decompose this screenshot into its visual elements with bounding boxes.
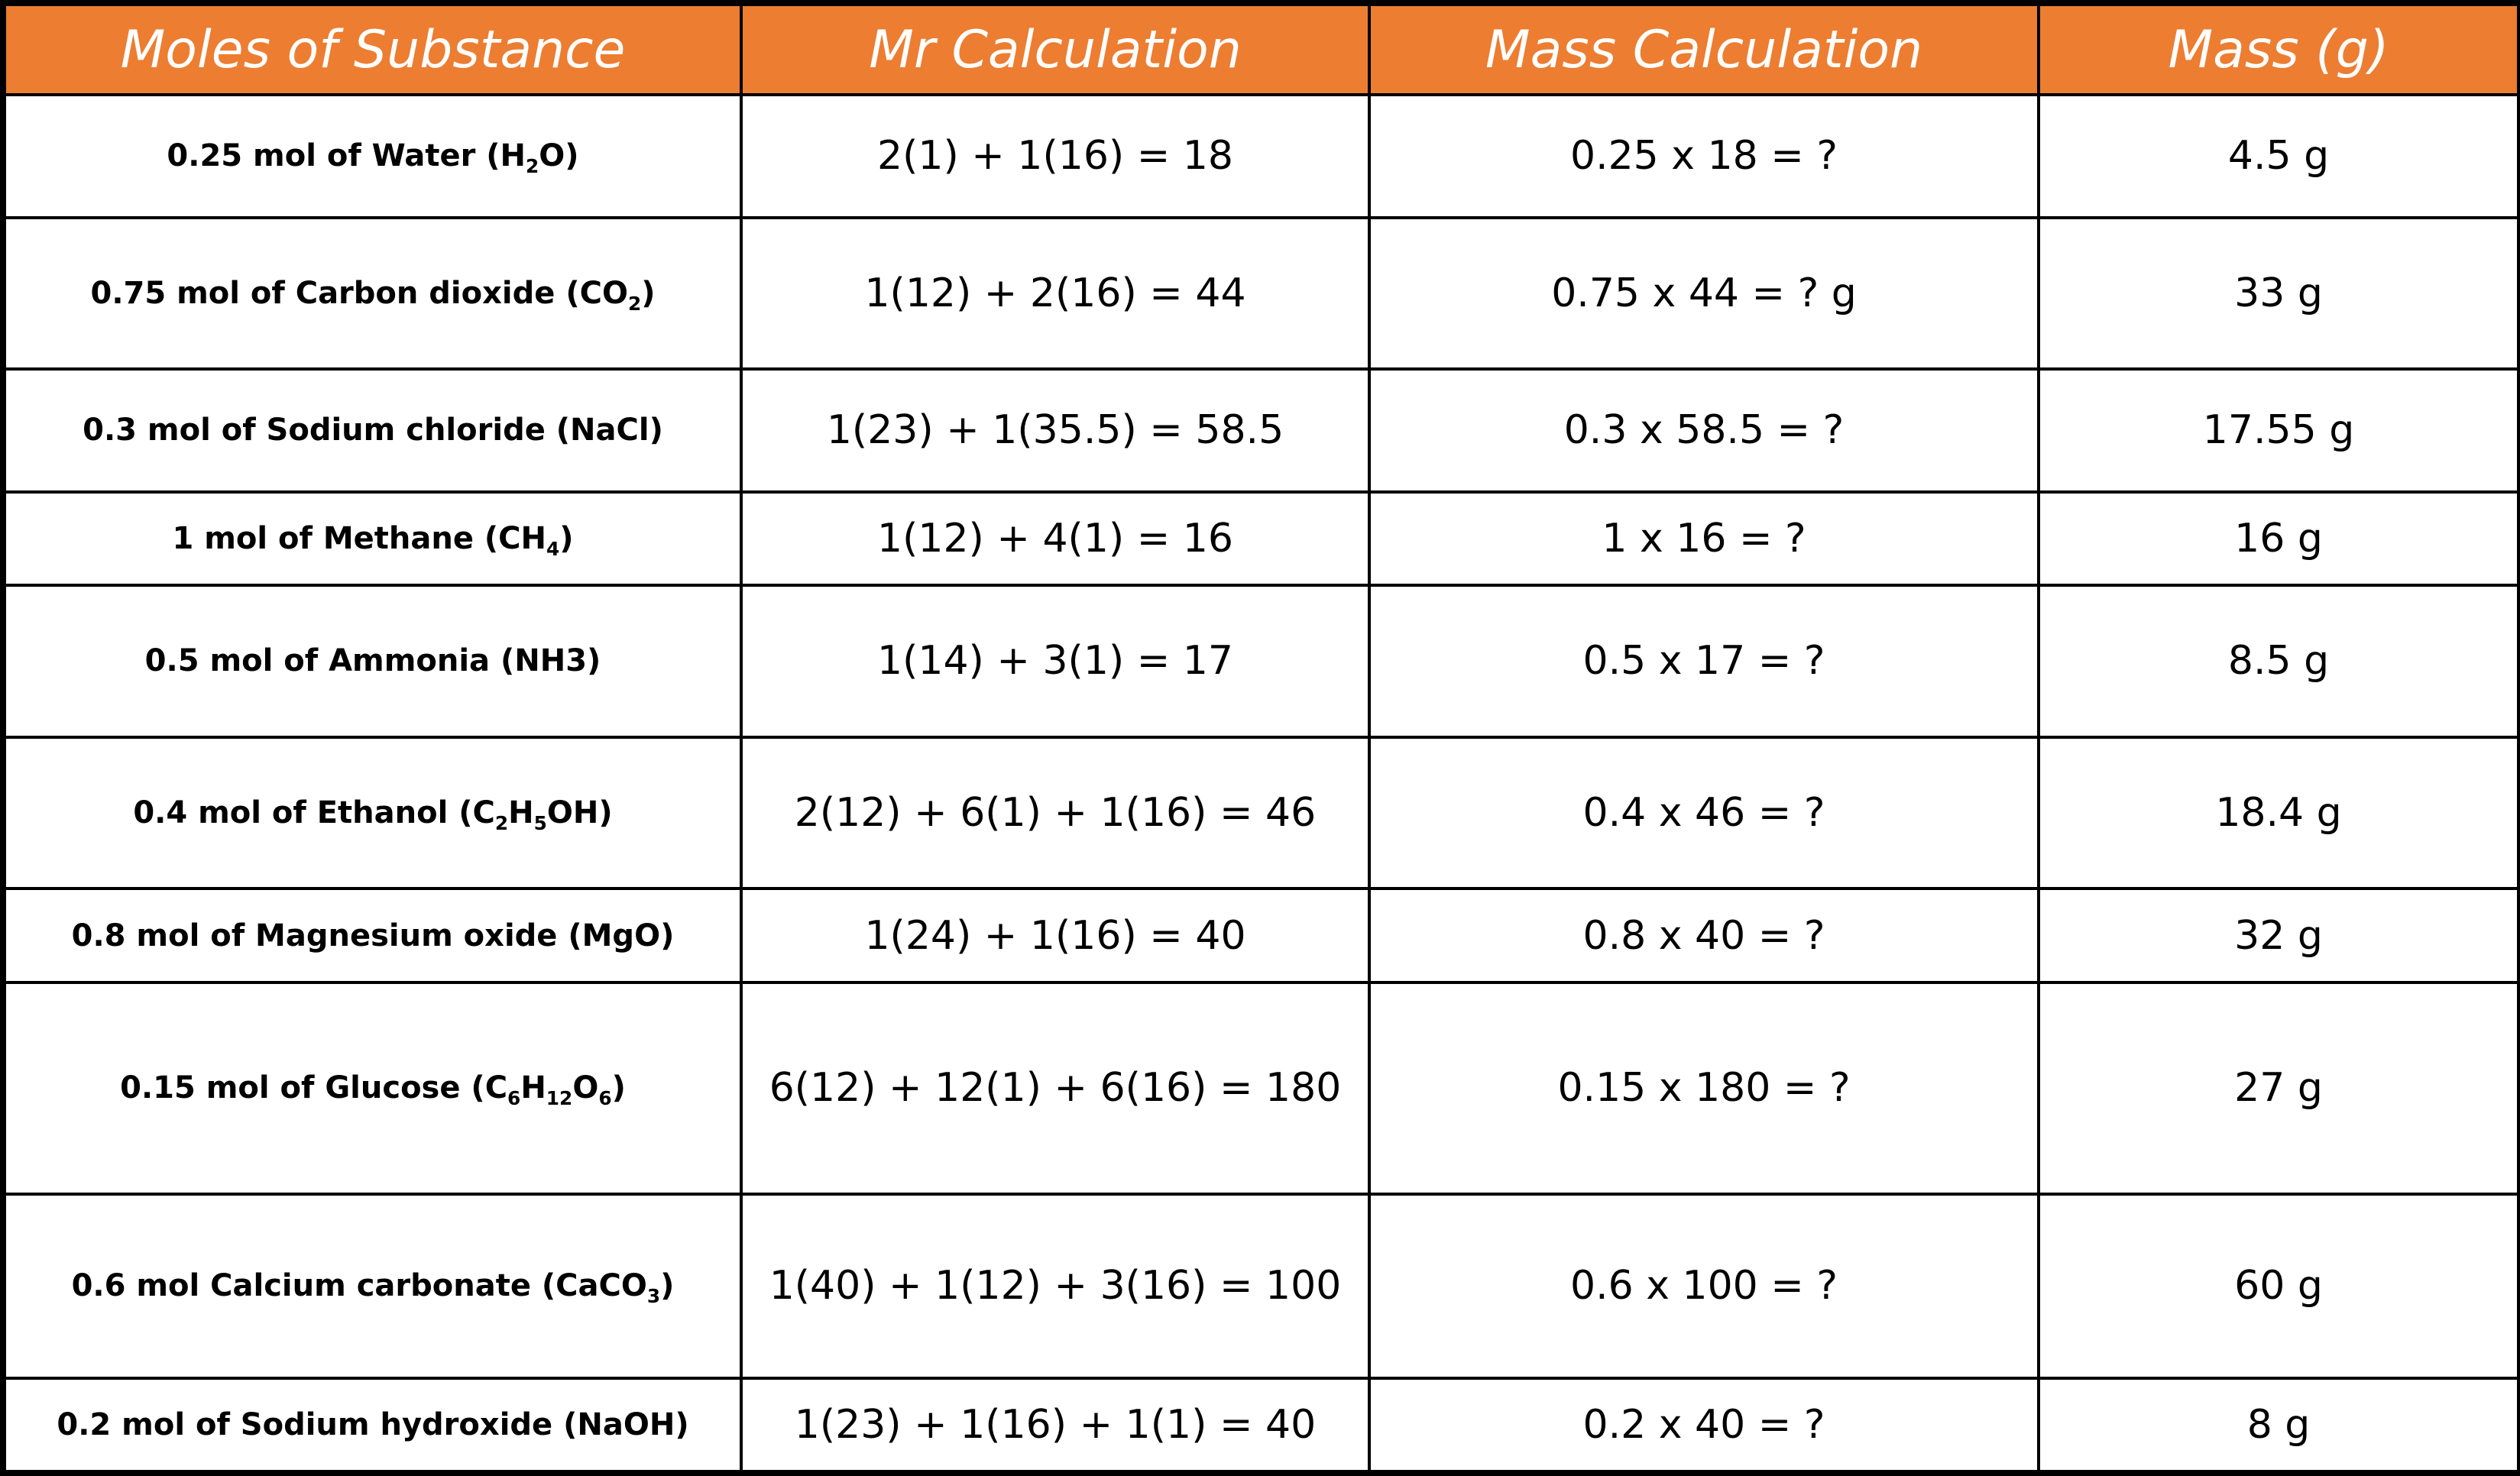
header-mr-calculation: Mr Calculation [740, 3, 1371, 96]
cell-substance: 0.15 mol of Glucose (C6H12O6) [3, 980, 743, 1196]
table-row: 0.5 mol of Ammonia (NH3) 1(14) + 3(1) = 1… [3, 584, 2520, 739]
cell-mass: 33 g [2037, 215, 2520, 371]
cell-mr-calculation: 1(12) + 2(16) = 44 [740, 215, 1371, 371]
substance-text: 0.3 mol of Sodium chloride (NaCl) [83, 413, 663, 448]
cell-mass-calculation: 0.75 x 44 = ? g [1368, 215, 2040, 371]
formula-subscript: 6 [598, 1087, 612, 1110]
cell-mass: 27 g [2037, 980, 2520, 1196]
cell-mass: 4.5 g [2037, 93, 2520, 219]
substance-text: O [572, 1070, 599, 1106]
cell-substance: 0.25 mol of Water (H2O) [3, 93, 743, 219]
formula-subscript: 6 [507, 1087, 521, 1110]
cell-substance: 1 mol of Methane (CH4) [3, 490, 743, 587]
cell-substance: 0.5 mol of Ammonia (NH3) [3, 584, 743, 739]
cell-mr-calculation: 1(12) + 4(1) = 16 [740, 490, 1371, 587]
substance-text: 1 mol of Methane (CH [172, 520, 546, 556]
cell-mr-calculation: 1(23) + 1(16) + 1(1) = 40 [740, 1376, 1371, 1474]
table-row: 1 mol of Methane (CH4) 1(12) + 4(1) = 16 1… [3, 490, 2520, 587]
cell-mass-calculation: 0.5 x 17 = ? [1368, 584, 2040, 739]
header-mass-calculation: Mass Calculation [1368, 3, 2040, 96]
substance-text: 0.4 mol of Ethanol (C [133, 795, 495, 831]
formula-subscript: 2 [526, 155, 539, 178]
substance-text: 0.15 mol of Glucose (C [120, 1070, 508, 1106]
cell-mass-calculation: 0.4 x 46 = ? [1368, 735, 2040, 891]
table-row: 0.3 mol of Sodium chloride (NaCl) 1(23) +… [3, 367, 2520, 494]
table-row: 0.2 mol of Sodium hydroxide (NaOH) 1(23) … [3, 1376, 2520, 1474]
cell-mr-calculation: 2(1) + 1(16) = 18 [740, 93, 1371, 219]
cell-mr-calculation: 1(24) + 1(16) = 40 [740, 887, 1371, 984]
table-row: 0.8 mol of Magnesium oxide (MgO) 1(24) + … [3, 887, 2520, 984]
substance-text: 0.2 mol of Sodium hydroxide (NaOH) [57, 1406, 689, 1442]
cell-substance: 0.4 mol of Ethanol (C2H5OH) [3, 735, 743, 891]
header-row: Moles of Substance Mr Calculation Mass C… [3, 3, 2520, 96]
cell-mass: 60 g [2037, 1192, 2520, 1380]
table-row: 0.4 mol of Ethanol (C2H5OH) 2(12) + 6(1) … [3, 735, 2520, 891]
cell-substance: 0.3 mol of Sodium chloride (NaCl) [3, 367, 743, 494]
substance-text: 0.5 mol of Ammonia (NH3) [144, 643, 601, 679]
formula-subscript: 12 [546, 1087, 573, 1110]
substance-text: 0.6 mol Calcium carbonate (CaCO [71, 1268, 647, 1304]
cell-substance: 0.6 mol Calcium carbonate (CaCO3) [3, 1192, 743, 1380]
substance-text: 0.75 mol of Carbon dioxide (CO [90, 275, 628, 311]
cell-mass: 8 g [2037, 1376, 2520, 1474]
cell-mr-calculation: 1(14) + 3(1) = 17 [740, 584, 1371, 739]
substance-text: ) [660, 1268, 675, 1304]
substance-text: H [508, 795, 534, 831]
cell-mass-calculation: 0.8 x 40 = ? [1368, 887, 2040, 984]
substance-text: H [520, 1070, 546, 1106]
cell-mass-calculation: 0.3 x 58.5 = ? [1368, 367, 2040, 494]
substance-text: ) [559, 520, 574, 556]
table-row: 0.25 mol of Water (H2O) 2(1) + 1(16) = 18… [3, 93, 2520, 219]
cell-mr-calculation: 1(23) + 1(35.5) = 58.5 [740, 367, 1371, 494]
formula-subscript: 4 [546, 537, 560, 560]
cell-substance: 0.2 mol of Sodium hydroxide (NaOH) [3, 1376, 743, 1474]
cell-mass: 16 g [2037, 490, 2520, 587]
cell-mass-calculation: 1 x 16 = ? [1368, 490, 2040, 587]
cell-substance: 0.8 mol of Magnesium oxide (MgO) [3, 887, 743, 984]
table-row: 0.75 mol of Carbon dioxide (CO2) 1(12) + … [3, 215, 2520, 371]
header-mass-g: Mass (g) [2037, 3, 2520, 96]
cell-mass-calculation: 0.15 x 180 = ? [1368, 980, 2040, 1196]
cell-mass: 8.5 g [2037, 584, 2520, 739]
cell-substance: 0.75 mol of Carbon dioxide (CO2) [3, 215, 743, 371]
substance-text: 0.8 mol of Magnesium oxide (MgO) [71, 918, 675, 953]
cell-mass-calculation: 0.2 x 40 = ? [1368, 1376, 2040, 1474]
data-table: Moles of Substance Mr Calculation Mass C… [3, 3, 2520, 1474]
formula-subscript: 2 [627, 292, 642, 315]
substance-text: OH) [546, 795, 613, 831]
table-row: 0.6 mol Calcium carbonate (CaCO3) 1(40) +… [3, 1192, 2520, 1380]
cell-mass: 32 g [2037, 887, 2520, 984]
table-row: 0.15 mol of Glucose (C6H12O6) 6(12) + 12(… [3, 980, 2520, 1196]
cell-mass-calculation: 0.6 x 100 = ? [1368, 1192, 2040, 1380]
cell-mr-calculation: 1(40) + 1(12) + 3(16) = 100 [740, 1192, 1371, 1380]
substance-text: ) [641, 275, 656, 311]
substance-text: ) [611, 1070, 626, 1106]
formula-subscript: 2 [494, 812, 509, 835]
formula-subscript: 3 [646, 1285, 661, 1308]
substance-text: O) [539, 138, 579, 174]
cell-mass-calculation: 0.25 x 18 = ? [1368, 93, 2040, 219]
cell-mr-calculation: 2(12) + 6(1) + 1(16) = 46 [740, 735, 1371, 891]
cell-mass: 17.55 g [2037, 367, 2520, 494]
cell-mr-calculation: 6(12) + 12(1) + 6(16) = 180 [740, 980, 1371, 1196]
formula-subscript: 5 [533, 812, 547, 835]
cell-mass: 18.4 g [2037, 735, 2520, 891]
header-moles-of-substance: Moles of Substance [3, 3, 743, 96]
substance-text: 0.25 mol of Water (H [167, 138, 526, 174]
